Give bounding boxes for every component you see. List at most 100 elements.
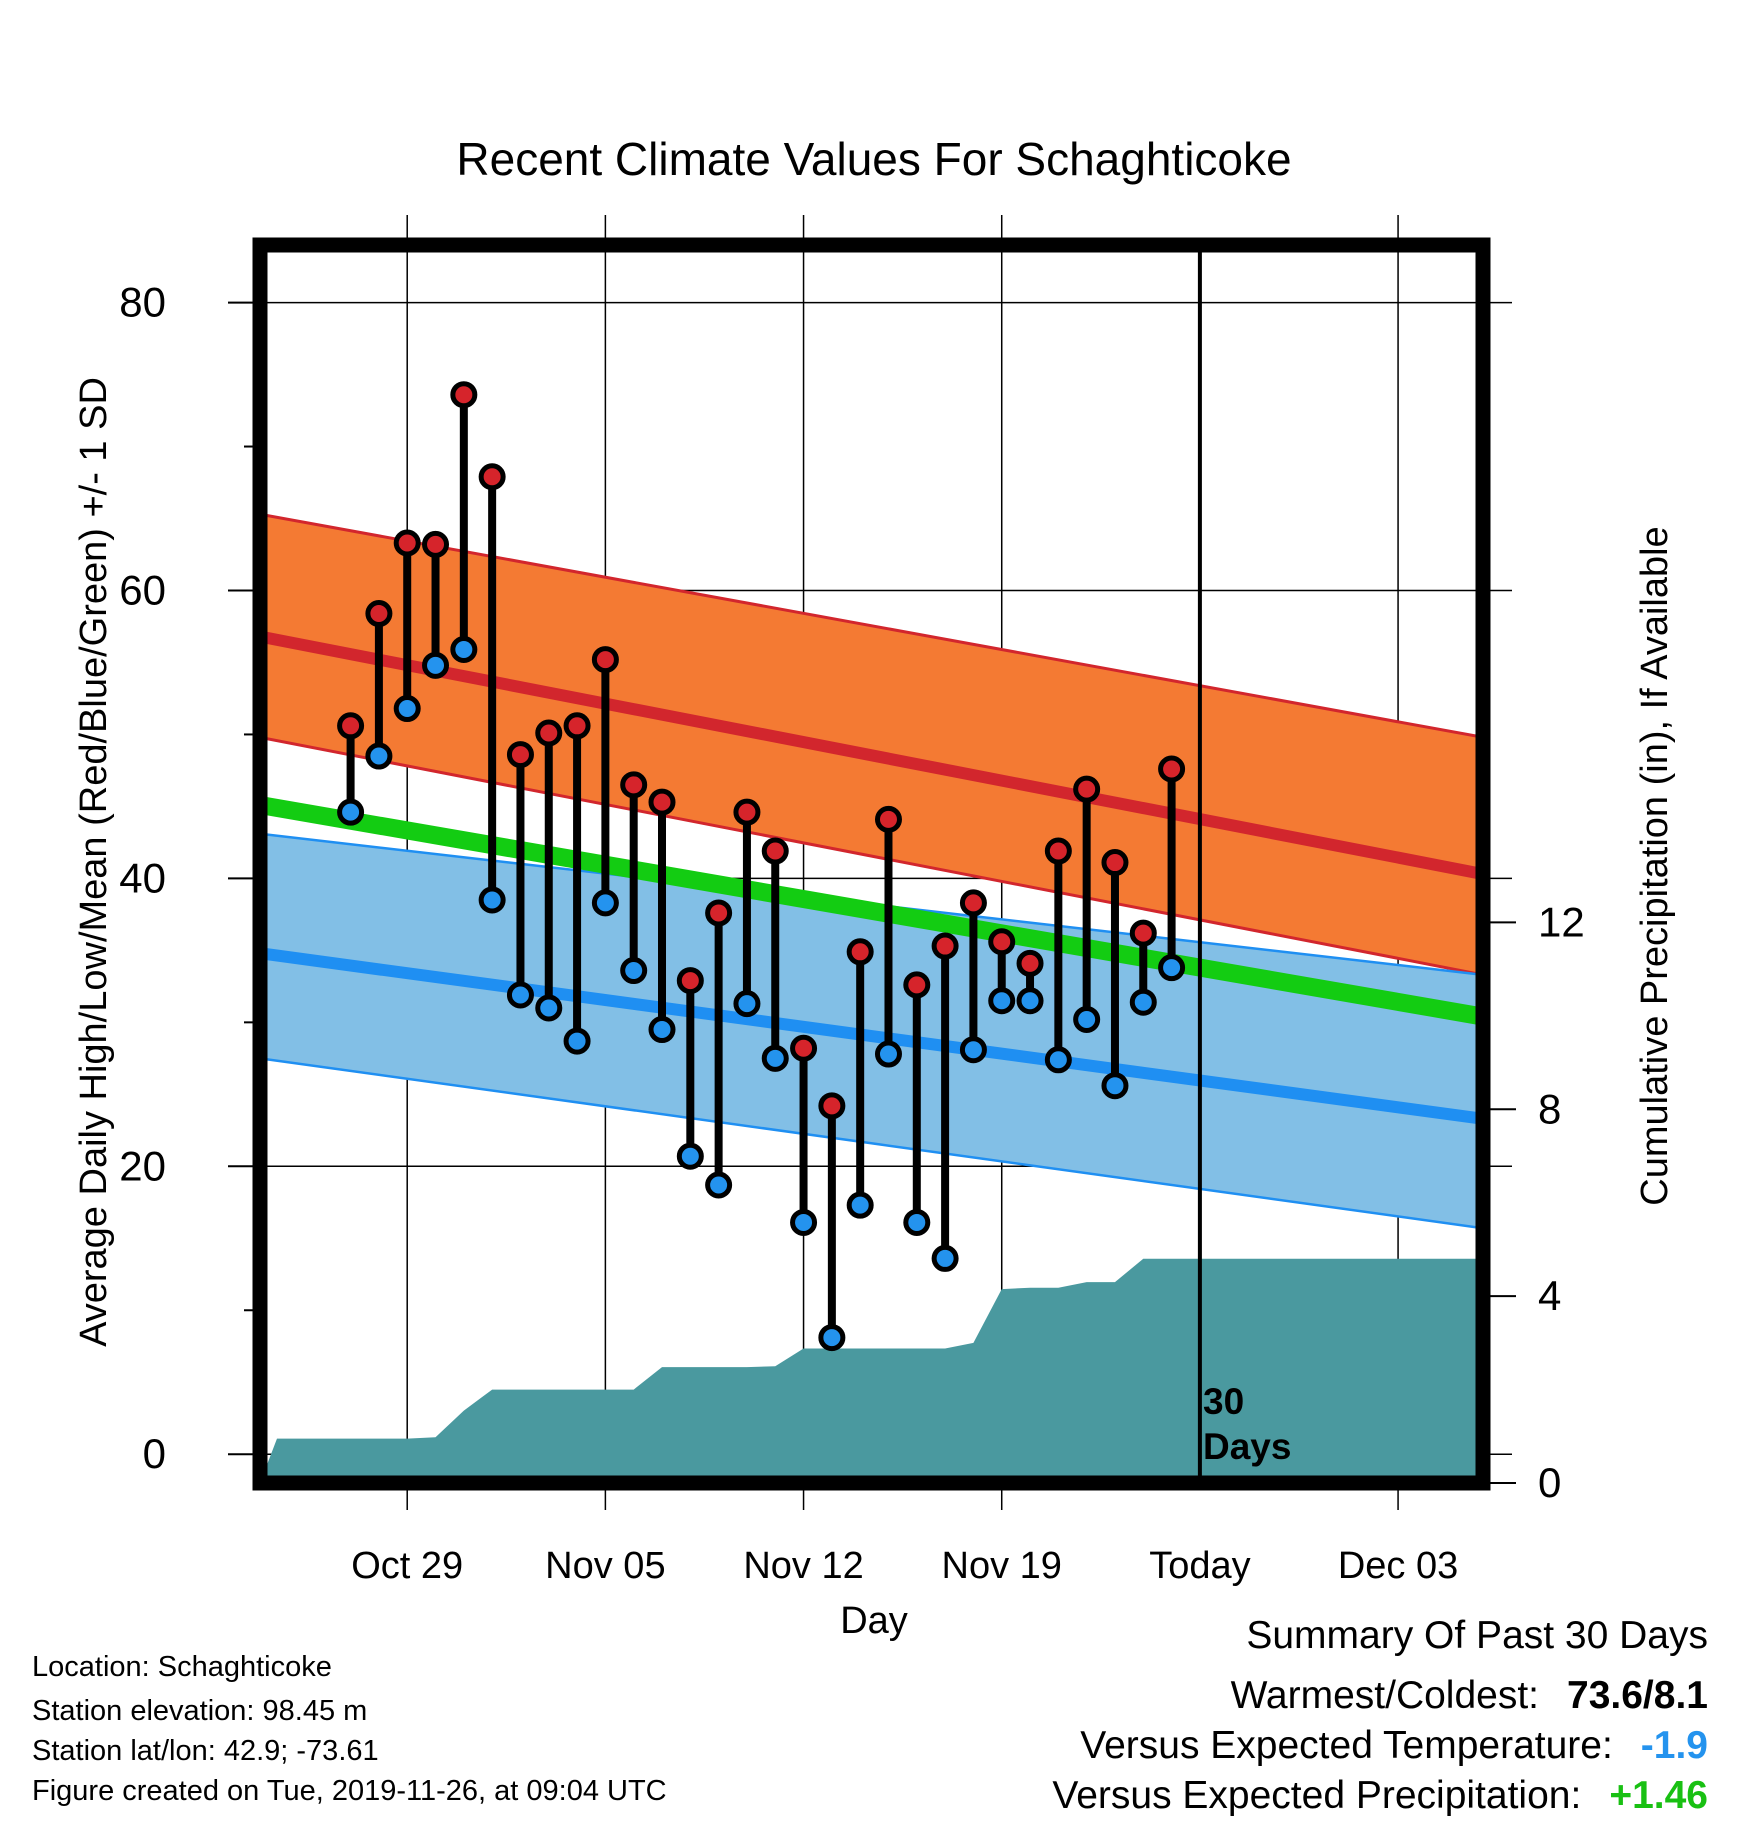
- daily-low-point: [733, 990, 761, 1018]
- daily-low-point: [1101, 1072, 1129, 1100]
- daily-low-point: [563, 1027, 591, 1055]
- versus-expected-precipitation-value: +1.46: [1609, 1774, 1708, 1817]
- daily-range: [874, 805, 902, 1068]
- daily-high-point: [648, 788, 676, 816]
- daily-low-point: [676, 1142, 704, 1170]
- y-axis-label-right: Cumulative Precipitation (in), If Availa…: [1634, 526, 1676, 1205]
- plot-frame: [252, 237, 1491, 1491]
- daily-high-point: [1016, 949, 1044, 977]
- versus-expected-precipitation-label: Versus Expected Precipitation:: [1052, 1774, 1582, 1817]
- daily-range: [478, 463, 506, 914]
- daily-range: [1158, 755, 1186, 982]
- daily-high-point: [422, 530, 450, 558]
- daily-range: [365, 600, 393, 770]
- daily-high-point: [1101, 849, 1129, 877]
- y-tick-label-left: 60: [119, 566, 166, 613]
- daily-low-point: [959, 1036, 987, 1064]
- daily-high-point: [705, 899, 733, 927]
- plot-area: [260, 512, 1483, 1483]
- y-tick-label-left: 80: [119, 279, 166, 326]
- daily-range: [1129, 919, 1157, 1016]
- x-tick-label: Nov 05: [545, 1545, 665, 1587]
- daily-high-point: [393, 529, 421, 557]
- y-axis-label-left: Average Daily High/Low/Mean (Red/Blue/Gr…: [73, 377, 115, 1347]
- daily-high-point: [450, 381, 478, 409]
- station-elevation-text: Station elevation: 98.45 m: [32, 1695, 368, 1727]
- daily-low-point: [790, 1208, 818, 1236]
- daily-range: [846, 938, 874, 1219]
- daily-high-point: [874, 805, 902, 833]
- daily-range: [620, 771, 648, 985]
- y-tick-label-right: 8: [1538, 1085, 1561, 1132]
- daily-range: [1101, 849, 1129, 1100]
- daily-range: [393, 529, 421, 723]
- versus-expected-temperature-label: Versus Expected Temperature:: [1080, 1724, 1613, 1767]
- daily-high-point: [1129, 919, 1157, 947]
- y-tick-label-right: 0: [1538, 1459, 1561, 1506]
- low-mean-line: [260, 947, 1483, 1125]
- daily-low-point: [903, 1208, 931, 1236]
- y-tick-label-left: 20: [119, 1142, 166, 1189]
- daily-range: [506, 741, 534, 1009]
- daily-high-point: [1073, 775, 1101, 803]
- daily-high-point: [676, 967, 704, 995]
- x-tick-label: Oct 29: [351, 1545, 463, 1587]
- daily-low-point: [818, 1324, 846, 1352]
- chart-title: Recent Climate Values For Schaghticoke: [456, 133, 1291, 185]
- daily-high-point: [790, 1034, 818, 1062]
- daily-range: [422, 530, 450, 679]
- daily-range: [563, 712, 591, 1055]
- daily-range: [988, 928, 1016, 1015]
- daily-low-point: [1016, 987, 1044, 1015]
- x-tick-label: Nov 12: [743, 1545, 863, 1587]
- daily-low-point: [1073, 1005, 1101, 1033]
- y-tick-label-right: 4: [1538, 1272, 1561, 1319]
- daily-high-point: [818, 1092, 846, 1120]
- daily-range: [790, 1034, 818, 1236]
- daily-range: [535, 719, 563, 1022]
- plot-border: [252, 237, 1491, 1491]
- warmest-coldest-label: Warmest/Coldest:: [1230, 1674, 1540, 1717]
- daily-high-point: [903, 971, 931, 999]
- daily-high-point: [591, 646, 619, 674]
- daily-low-point: [874, 1040, 902, 1068]
- daily-low-point: [591, 889, 619, 917]
- high-minus-sd-line: [260, 735, 1483, 977]
- daily-range: [733, 798, 761, 1018]
- x-tick-label: Dec 03: [1338, 1545, 1458, 1587]
- axes: Oct 29 Nov 05 Nov 12 Nov 19 Today Dec 0302040…: [119, 279, 1584, 1587]
- x-tick-label: Today: [1149, 1545, 1250, 1587]
- daily-low-point: [535, 994, 563, 1022]
- precipitation-area: [260, 1258, 1483, 1483]
- daily-low-point: [1044, 1046, 1072, 1074]
- versus-expected-temperature-value: -1.9: [1640, 1724, 1708, 1767]
- daily-high-point: [959, 889, 987, 917]
- daily-range: [1073, 775, 1101, 1033]
- daily-low-point: [705, 1171, 733, 1199]
- mean-line: [260, 796, 1483, 1026]
- figure-created-text: Figure created on Tue, 2019-11-26, at 09…: [32, 1775, 667, 1807]
- location-text: Location: Schaghticoke: [32, 1651, 332, 1683]
- y-tick-label-left: 0: [143, 1430, 166, 1477]
- summary-precipitation-row: Versus Expected Precipitation: +1.46: [1052, 1774, 1708, 1818]
- daily-range: [676, 967, 704, 1170]
- daily-low-point: [846, 1191, 874, 1219]
- daily-high-point: [563, 712, 591, 740]
- daily-low-point: [761, 1044, 789, 1072]
- daily-high-point: [620, 771, 648, 799]
- daily-range: [818, 1092, 846, 1352]
- daily-range: [705, 899, 733, 1199]
- daily-high-point: [761, 837, 789, 865]
- daily-low-point: [393, 695, 421, 723]
- summary-temperature-row: Versus Expected Temperature: -1.9: [1080, 1724, 1708, 1768]
- daily-range: [931, 932, 959, 1272]
- y-tick-label-left: 40: [119, 854, 166, 901]
- x-tick-label: Nov 19: [942, 1545, 1062, 1587]
- daily-high-point: [988, 928, 1016, 956]
- daily-range: [591, 646, 619, 917]
- summary-title: Summary Of Past 30 Days: [1246, 1614, 1708, 1657]
- daily-high-point: [733, 798, 761, 826]
- daily-range: [450, 381, 478, 664]
- daily-range: [959, 889, 987, 1064]
